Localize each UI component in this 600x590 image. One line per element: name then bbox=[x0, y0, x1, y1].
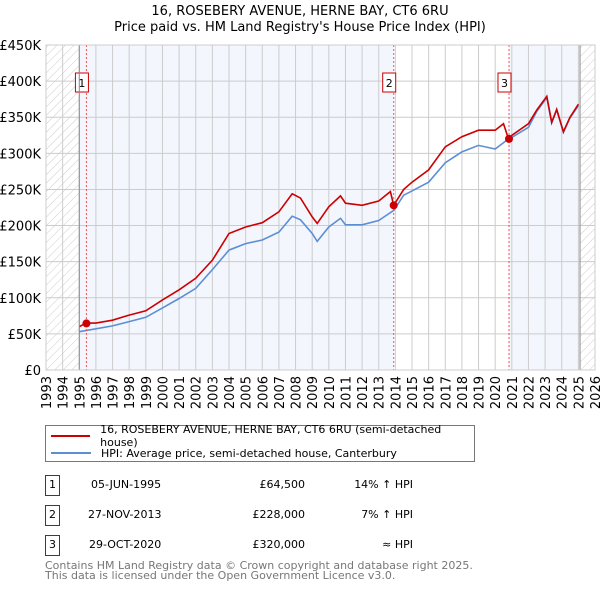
x-tick-label: 2006 bbox=[256, 376, 271, 409]
x-tick-label: 2017 bbox=[439, 376, 454, 409]
x-tick-label: 1993 bbox=[40, 376, 55, 409]
transaction-price: £64,500 bbox=[259, 478, 306, 491]
y-tick-label: £0 bbox=[24, 364, 41, 379]
transaction-date: 05-JUN-1995 bbox=[91, 478, 162, 491]
transaction-row: 1 05-JUN-1995 £64,500 14% ↑ HPI bbox=[45, 475, 465, 496]
x-tick-label: 2013 bbox=[373, 376, 388, 409]
transaction-price: £320,000 bbox=[252, 538, 306, 551]
x-tick-label: 2002 bbox=[190, 376, 205, 409]
y-tick-label: £150K bbox=[0, 256, 41, 271]
sale-label-box bbox=[382, 72, 397, 93]
transaction-date: 27-NOV-2013 bbox=[88, 508, 162, 521]
y-tick-label: £400K bbox=[0, 75, 41, 90]
sale-point bbox=[504, 134, 513, 143]
x-tick-label: 2008 bbox=[290, 376, 305, 409]
x-tick-label: 1997 bbox=[107, 376, 122, 409]
x-tick-label: 2018 bbox=[456, 376, 471, 409]
transaction-date: 29-OCT-2020 bbox=[89, 538, 162, 551]
x-tick-label: 2009 bbox=[306, 376, 321, 409]
x-tick-label: 2011 bbox=[339, 376, 354, 409]
x-tick-label: 1996 bbox=[90, 376, 105, 409]
transaction-row: 3 29-OCT-2020 £320,000 ≈ HPI bbox=[45, 535, 465, 556]
x-tick-label: 2020 bbox=[489, 376, 504, 409]
transaction-number: 2 bbox=[45, 505, 60, 526]
transaction-price: £228,000 bbox=[252, 508, 306, 521]
x-tick-label: 2005 bbox=[240, 376, 255, 409]
hatched-region-after bbox=[580, 45, 595, 370]
sale-label: 1 bbox=[78, 77, 85, 90]
sale-label: 3 bbox=[501, 77, 508, 90]
x-tick-label: 2012 bbox=[356, 376, 371, 409]
x-tick-label: 2001 bbox=[173, 376, 188, 409]
x-tick-label: 1995 bbox=[73, 376, 88, 409]
sale-point bbox=[82, 319, 91, 328]
property-price-line bbox=[78, 94, 580, 328]
shaded-period bbox=[79, 45, 394, 370]
y-tick-label: £450K bbox=[0, 39, 41, 54]
y-tick-label: £300K bbox=[0, 147, 41, 162]
x-tick-label: 2024 bbox=[556, 376, 571, 409]
hpi-line bbox=[79, 95, 580, 333]
y-tick-label: £50K bbox=[8, 328, 42, 343]
x-tick-label: 2023 bbox=[539, 376, 554, 409]
sale-label: 2 bbox=[386, 77, 393, 90]
x-tick-label: 1998 bbox=[123, 376, 138, 409]
sale-label-box bbox=[497, 72, 512, 93]
x-tick-label: 2019 bbox=[473, 376, 488, 409]
y-tick-label: £250K bbox=[0, 183, 41, 198]
x-tick-label: 2026 bbox=[589, 376, 600, 409]
y-tick-label: £200K bbox=[0, 220, 41, 235]
x-tick-label: 2016 bbox=[423, 376, 438, 409]
x-tick-label: 2021 bbox=[506, 376, 521, 409]
chart-legend: 16, ROSEBERY AVENUE, HERNE BAY, CT6 6RU … bbox=[45, 423, 475, 462]
x-tick-label: 2003 bbox=[206, 376, 221, 409]
legend-swatch-blue bbox=[51, 452, 91, 454]
footer-licence: This data is licensed under the Open Gov… bbox=[45, 569, 396, 582]
y-tick-label: £350K bbox=[0, 111, 41, 126]
x-tick-label: 2022 bbox=[522, 376, 537, 409]
x-tick-label: 1994 bbox=[57, 376, 72, 409]
transaction-hpi: 7% ↑ HPI bbox=[361, 508, 413, 521]
transaction-hpi: 14% ↑ HPI bbox=[354, 478, 413, 491]
transaction-number: 1 bbox=[45, 475, 60, 496]
legend-item-hpi: HPI: Average price, semi-detached house,… bbox=[46, 445, 397, 461]
x-tick-label: 2014 bbox=[389, 376, 404, 409]
x-tick-label: 2015 bbox=[406, 376, 421, 409]
price-chart: 1 2 3 £0 £50K £100K £150K £200K £250K £300K £350K £… bbox=[0, 39, 600, 409]
y-tick-label: £100K bbox=[0, 292, 41, 307]
x-tick-label: 2000 bbox=[156, 376, 171, 409]
transaction-row: 2 27-NOV-2013 £228,000 7% ↑ HPI bbox=[45, 505, 465, 526]
legend-item-property: 16, ROSEBERY AVENUE, HERNE BAY, CT6 6RU … bbox=[46, 423, 474, 449]
footer-copyright: Contains HM Land Registry data © Crown c… bbox=[45, 559, 473, 572]
legend-label: HPI: Average price, semi-detached house,… bbox=[101, 446, 397, 460]
x-tick-label: 2007 bbox=[273, 376, 288, 409]
transaction-hpi: ≈ HPI bbox=[382, 538, 413, 551]
x-tick-label: 2025 bbox=[572, 376, 587, 409]
legend-swatch-red bbox=[51, 435, 91, 437]
plot-border bbox=[45, 44, 596, 371]
x-tick-label: 2010 bbox=[323, 376, 338, 409]
legend-label: 16, ROSEBERY AVENUE, HERNE BAY, CT6 6RU … bbox=[100, 423, 442, 449]
transaction-number: 3 bbox=[45, 535, 60, 556]
chart-subtitle: Price paid vs. HM Land Registry's House … bbox=[114, 20, 486, 35]
shaded-period bbox=[508, 45, 581, 370]
x-tick-label: 1999 bbox=[140, 376, 155, 409]
chart-title: 16, ROSEBERY AVENUE, HERNE BAY, CT6 6RU bbox=[151, 4, 449, 19]
sale-point bbox=[389, 201, 398, 210]
sale-label-box bbox=[74, 72, 89, 93]
x-tick-label: 2004 bbox=[223, 376, 238, 409]
